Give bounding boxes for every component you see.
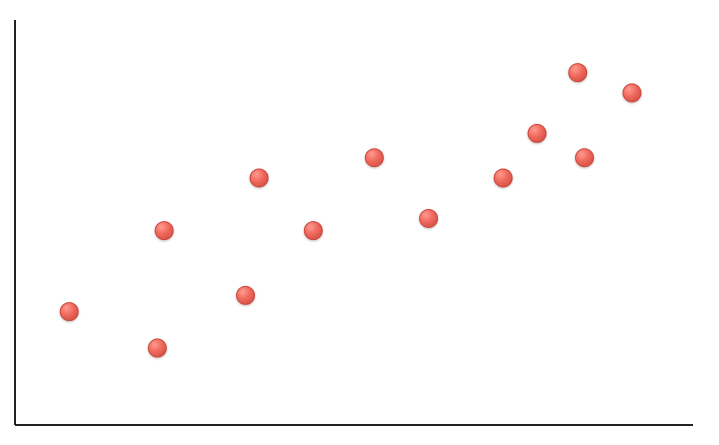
scatter-point-10 <box>527 123 547 143</box>
scatter-point-5 <box>249 168 269 188</box>
scatter-point-1 <box>59 302 79 322</box>
scatter-point-8 <box>419 208 439 228</box>
scatter-point-11 <box>568 63 588 83</box>
scatter-point-4 <box>236 285 256 305</box>
scatter-point-13 <box>622 83 642 103</box>
points-layer <box>59 63 642 358</box>
scatter-point-2 <box>147 338 167 358</box>
scatter-point-3 <box>154 221 174 241</box>
scatter-point-12 <box>575 148 595 168</box>
scatter-point-6 <box>303 221 323 241</box>
scatter-point-9 <box>493 168 513 188</box>
scatter-point-7 <box>364 148 384 168</box>
